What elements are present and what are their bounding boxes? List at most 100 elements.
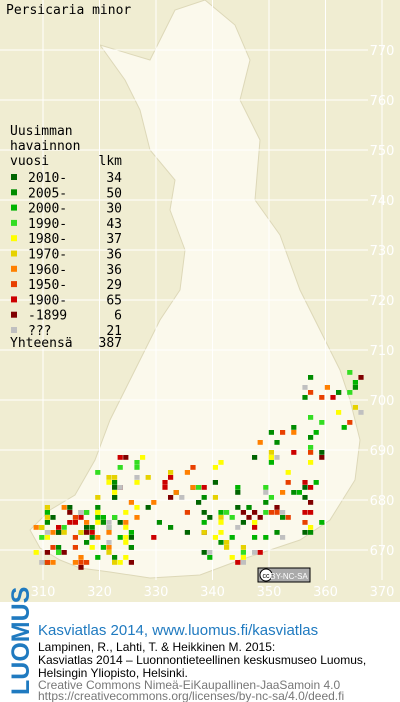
observation-square	[128, 535, 134, 540]
observation-square	[95, 470, 101, 475]
observation-square	[84, 560, 90, 565]
observation-square	[252, 455, 258, 460]
observation-square	[168, 475, 174, 480]
observation-square	[39, 535, 45, 540]
observation-square	[67, 505, 73, 510]
observation-square	[218, 520, 224, 525]
observation-square	[268, 450, 274, 455]
observation-square	[168, 525, 174, 530]
observation-square	[117, 520, 123, 525]
observation-square	[263, 500, 269, 505]
badge-circle	[259, 568, 273, 582]
observation-square	[212, 465, 218, 470]
citation: Helsingin Yliopisto, Helsinki.	[38, 666, 188, 680]
observation-square	[319, 455, 325, 460]
observation-square	[268, 460, 274, 465]
y-tick-label: 680	[370, 494, 395, 509]
legend-count: 65	[106, 293, 122, 308]
observation-square	[173, 490, 179, 495]
observation-square	[100, 520, 106, 525]
legend-heading: Uusimman	[10, 124, 73, 139]
observation-square	[84, 525, 90, 530]
observation-square	[72, 535, 78, 540]
observation-square	[50, 560, 56, 565]
legend-swatch	[11, 204, 17, 211]
observation-square	[44, 560, 50, 565]
observation-square	[95, 505, 101, 510]
legend-count: 43	[106, 217, 122, 232]
legend-count: 36	[106, 248, 122, 263]
observation-square	[128, 500, 134, 505]
observation-square	[246, 505, 252, 510]
observation-square	[78, 530, 84, 535]
legend-label: 1900-	[28, 293, 67, 308]
observation-square	[257, 515, 263, 520]
observation-square	[263, 485, 269, 490]
observation-square	[240, 545, 246, 550]
observation-square	[240, 520, 246, 525]
observation-square	[61, 550, 67, 555]
observation-square	[336, 410, 342, 415]
observation-square	[117, 455, 123, 460]
observation-square	[201, 550, 207, 555]
y-tick-label: 760	[370, 94, 395, 109]
observation-square	[123, 510, 129, 515]
observation-square	[117, 560, 123, 565]
legend-swatch	[11, 265, 17, 272]
legend-label: 2000-	[28, 202, 67, 217]
legend-swatch	[11, 235, 17, 242]
observation-square	[78, 560, 84, 565]
legend-count: 50	[106, 186, 122, 201]
observation-square	[313, 430, 319, 435]
observation-square	[308, 390, 314, 395]
observation-square	[240, 550, 246, 555]
observation-square	[280, 515, 286, 520]
y-tick-label: 710	[370, 344, 395, 359]
legend-count: 34	[106, 171, 122, 186]
observation-square	[296, 490, 302, 495]
observation-square	[280, 535, 286, 540]
observation-square	[268, 495, 274, 500]
observation-square	[44, 505, 50, 510]
observation-square	[352, 385, 358, 390]
y-tick-label: 670	[370, 544, 395, 559]
legend-count: 29	[106, 278, 122, 293]
observation-square	[347, 390, 353, 395]
x-tick-label: 310	[31, 585, 56, 600]
observation-square	[123, 455, 129, 460]
observation-square	[56, 530, 62, 535]
observation-square	[330, 395, 336, 400]
legend-col-year: vuosi	[10, 154, 49, 169]
badge-text: BY-NC-SA	[270, 572, 308, 581]
observation-square	[218, 510, 224, 515]
observation-square	[190, 465, 196, 470]
legend-swatch	[11, 281, 17, 288]
observation-square	[201, 495, 207, 500]
observation-square	[78, 515, 84, 520]
observation-square	[246, 515, 252, 520]
observation-square	[44, 515, 50, 520]
badge-icon: cc	[263, 573, 271, 580]
observation-square	[95, 520, 101, 525]
observation-square	[123, 525, 129, 530]
legend-count: 37	[106, 232, 122, 247]
observation-square	[123, 535, 129, 540]
observation-square	[201, 520, 207, 525]
observation-square	[201, 510, 207, 515]
observation-square	[117, 465, 123, 470]
observation-square	[308, 415, 314, 420]
observation-square	[89, 525, 95, 530]
observation-square	[257, 440, 263, 445]
observation-square	[112, 515, 118, 520]
legend-swatch	[11, 327, 17, 333]
x-tick-label: 340	[200, 585, 225, 600]
observation-square	[352, 405, 358, 410]
observation-square	[319, 520, 325, 525]
observation-square	[257, 550, 263, 555]
observation-square	[56, 525, 62, 530]
observation-square	[106, 545, 112, 550]
legend-label: 1990-	[28, 217, 67, 232]
observation-square	[112, 490, 118, 495]
observation-square	[89, 545, 95, 550]
citation: Kasviatlas 2014 – Luonnontieteellinen ke…	[38, 653, 366, 667]
